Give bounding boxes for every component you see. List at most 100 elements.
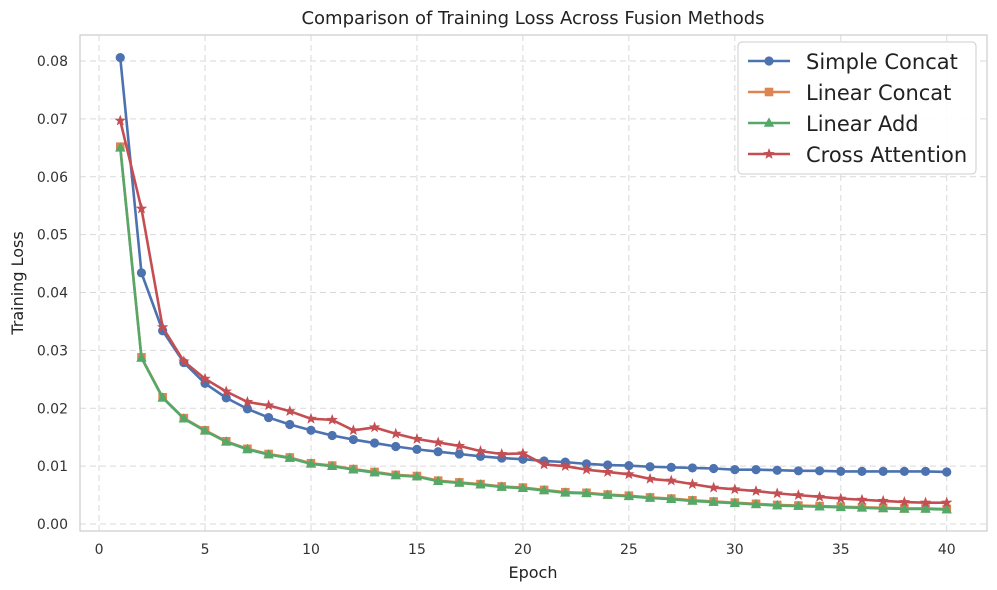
y-tick-label: 0.00 [37, 517, 68, 533]
linear-add-point [623, 490, 635, 501]
simple-concat-point [221, 393, 231, 403]
legend-marker [764, 56, 774, 66]
linear-add-point [729, 497, 741, 508]
cross-attention-point [877, 494, 889, 506]
linear-add-point [475, 479, 486, 489]
cross-attention-point [898, 496, 911, 507]
simple-concat-point [264, 412, 274, 423]
legend-marker [763, 148, 775, 159]
simple-concat-point [115, 52, 125, 63]
linear-add-point [602, 489, 613, 499]
simple-concat-point [836, 466, 846, 476]
y-tick-label: 0.02 [37, 401, 68, 417]
linear-add-point [242, 443, 253, 454]
cross-attention-point [771, 487, 783, 499]
simple-concat-point [412, 444, 422, 454]
simple-concat-point [857, 466, 867, 476]
chart-title: Comparison of Training Loss Across Fusio… [301, 8, 764, 29]
y-tick-label: 0.08 [37, 54, 68, 70]
linear-add-point [687, 495, 698, 505]
linear-add-point [560, 487, 571, 497]
cross-attention-point [941, 496, 953, 508]
linear-add-point [157, 392, 168, 402]
simple-concat-point [369, 438, 380, 448]
linear-add-point [538, 484, 550, 495]
linear-add-point [305, 458, 317, 468]
cross-attention-point [856, 493, 868, 505]
linear-add-point [284, 452, 295, 462]
linear-add-point [326, 460, 338, 470]
simple-concat-point [666, 462, 676, 472]
cross-attention-point [517, 447, 529, 459]
linear-add-point [454, 477, 465, 487]
legend-label: Linear Concat [806, 81, 951, 105]
legend-item-linear-add: Linear Add [748, 112, 919, 136]
cross-attention-point [538, 458, 550, 470]
cross-attention-point [156, 321, 169, 333]
linear-add-point [835, 501, 846, 512]
cross-attention-point [220, 385, 232, 397]
cross-attention-point [792, 489, 805, 500]
simple-concat-point [327, 430, 337, 441]
linear-add-point [581, 487, 592, 498]
y-tick-label: 0.03 [37, 343, 68, 359]
cross-attention-point [623, 468, 635, 480]
x-tick-label: 25 [620, 542, 638, 558]
linear-add-point [814, 501, 825, 511]
linear-add-point [644, 492, 656, 502]
cross-attention-point [580, 463, 593, 475]
simple-concat-point [730, 465, 740, 475]
simple-concat-point [920, 466, 931, 476]
linear-add-point [369, 466, 380, 477]
linear-add-point [877, 502, 889, 513]
legend: Simple Concat Linear Concat Linear Add Cros… [737, 41, 977, 175]
linear-add-point [411, 470, 423, 481]
simple-concat-point [348, 434, 358, 445]
x-tick-label: 30 [726, 542, 744, 558]
cross-attention-point [729, 483, 741, 495]
x-tick-label: 10 [302, 542, 320, 558]
linear-add-point [390, 469, 401, 480]
simple-concat-point [772, 465, 782, 475]
simple-concat-point [793, 466, 803, 476]
legend-label: Cross Attention [806, 143, 967, 167]
simple-concat-point [242, 404, 253, 414]
linear-add-point [496, 481, 507, 491]
cross-attention-point [644, 472, 656, 484]
legend-label: Simple Concat [806, 50, 958, 74]
legend-box [737, 41, 977, 175]
series-cross-attention [114, 114, 953, 508]
simple-concat-point [624, 460, 634, 471]
cross-attention-point [326, 413, 338, 425]
x-tick-label: 40 [938, 542, 956, 558]
legend-label: Linear Add [806, 112, 919, 136]
cross-attention-point [496, 448, 508, 459]
cross-attention-point [665, 474, 677, 486]
y-tick-label: 0.04 [37, 286, 68, 302]
cross-attention-point [135, 202, 148, 214]
simple-concat-point [878, 466, 888, 476]
cross-attention-point [411, 432, 423, 444]
y-tick-label: 0.06 [37, 170, 68, 186]
cross-attention-point [707, 481, 720, 493]
cross-attention-point [453, 439, 466, 451]
x-axis-title: Epoch [509, 563, 558, 582]
simple-concat-point [391, 441, 401, 452]
cross-attention-point [474, 445, 487, 456]
linear-add-point [136, 352, 147, 362]
grid [80, 35, 987, 531]
cross-attention-point [284, 405, 296, 417]
legend-marker [764, 87, 774, 97]
linear-add-point [178, 413, 190, 423]
cross-attention-point [432, 436, 444, 448]
simple-concat-point [814, 466, 825, 476]
linear-add-point [793, 500, 804, 510]
x-tick-label: 35 [832, 542, 850, 558]
plot-frame [79, 34, 988, 532]
simple-concat-point [709, 463, 719, 474]
y-tick-label: 0.07 [37, 112, 68, 128]
axes: 0 5 10 15 20 25 30 35 40 0.00 0.01 0.02 0.03 0.04 0.05… [37, 54, 956, 558]
simple-concat-point [751, 465, 761, 475]
linear-add-point [899, 503, 910, 513]
